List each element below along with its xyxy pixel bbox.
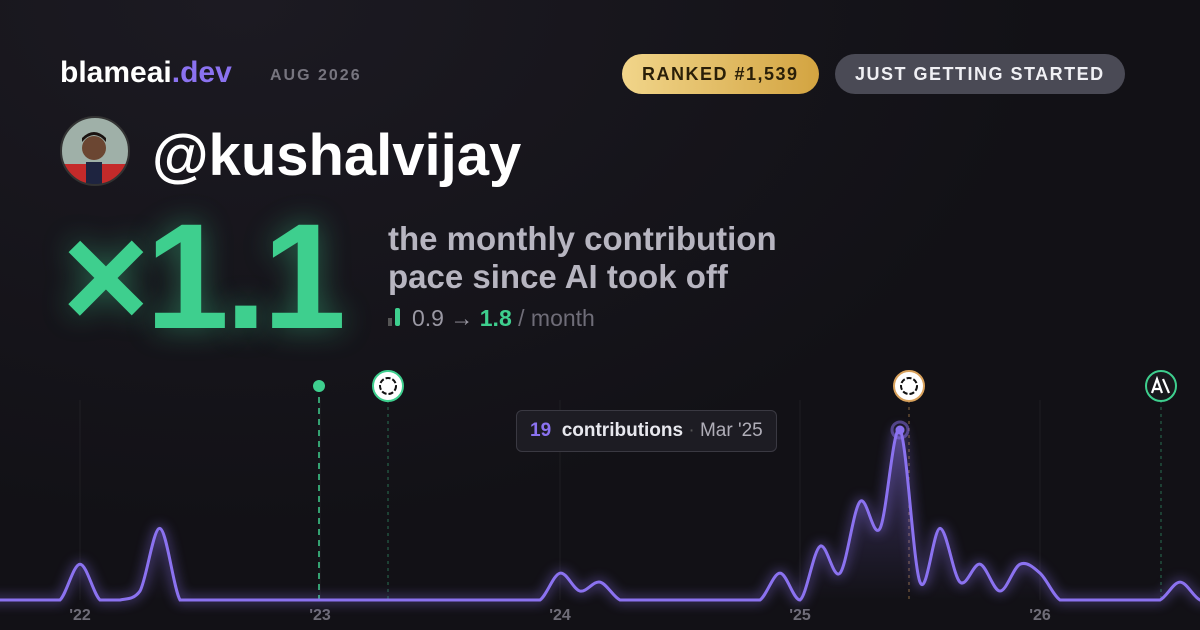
handle: @kushalvijay (152, 123, 522, 188)
event-icon (893, 370, 925, 402)
x-tick-label: '23 (309, 607, 331, 624)
caption-line: pace since AI took off (388, 258, 728, 295)
pace: 0.9 → 1.8 / month (388, 305, 595, 332)
tooltip-value: 19 (530, 420, 552, 441)
peak-dot (895, 425, 905, 435)
event-icon (372, 370, 404, 402)
x-tick-label: '25 (789, 607, 811, 624)
pace-from: 0.9 (412, 305, 444, 331)
multiplier: ×1.1 (62, 192, 346, 360)
avatar (60, 116, 130, 186)
pace-arrow: → (450, 305, 474, 331)
tooltip-label: contributions (561, 420, 684, 441)
caption-line: the monthly contribution (388, 220, 777, 257)
tooltip-date: Mar '25 (699, 420, 763, 441)
brand-name: blameai (60, 56, 172, 89)
event-dot (313, 380, 325, 392)
brand-suffix: .dev (171, 56, 232, 89)
peak-marker (890, 420, 910, 440)
x-tick-label: '26 (1029, 607, 1051, 624)
status-badge: JUST GETTING STARTED (835, 54, 1125, 94)
rank-badge: RANKED #1,539 (622, 54, 819, 94)
caption: the monthly contribution pace since AI to… (388, 220, 777, 296)
brand: blameai.dev (60, 56, 232, 90)
x-tick-label: '22 (69, 607, 91, 624)
x-tick-label: '24 (549, 607, 571, 624)
pace-to: 1.8 (479, 305, 512, 331)
area (0, 429, 1200, 601)
event-icon (1145, 370, 1177, 402)
line (0, 428, 1200, 602)
pace-unit: / month (518, 305, 595, 331)
date: AUG 2026 (270, 67, 362, 84)
tooltip: 19 contributions · Mar '25 (516, 410, 777, 452)
